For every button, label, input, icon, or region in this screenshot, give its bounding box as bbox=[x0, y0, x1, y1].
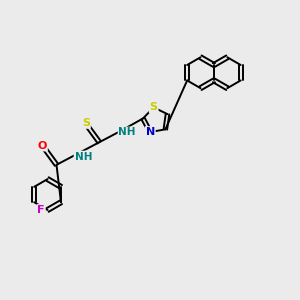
Text: NH: NH bbox=[74, 152, 92, 161]
Text: NH: NH bbox=[118, 128, 136, 137]
Text: S: S bbox=[150, 102, 158, 112]
Text: O: O bbox=[38, 140, 47, 151]
Text: N: N bbox=[146, 127, 155, 137]
Text: F: F bbox=[37, 205, 45, 215]
Text: S: S bbox=[82, 118, 90, 128]
